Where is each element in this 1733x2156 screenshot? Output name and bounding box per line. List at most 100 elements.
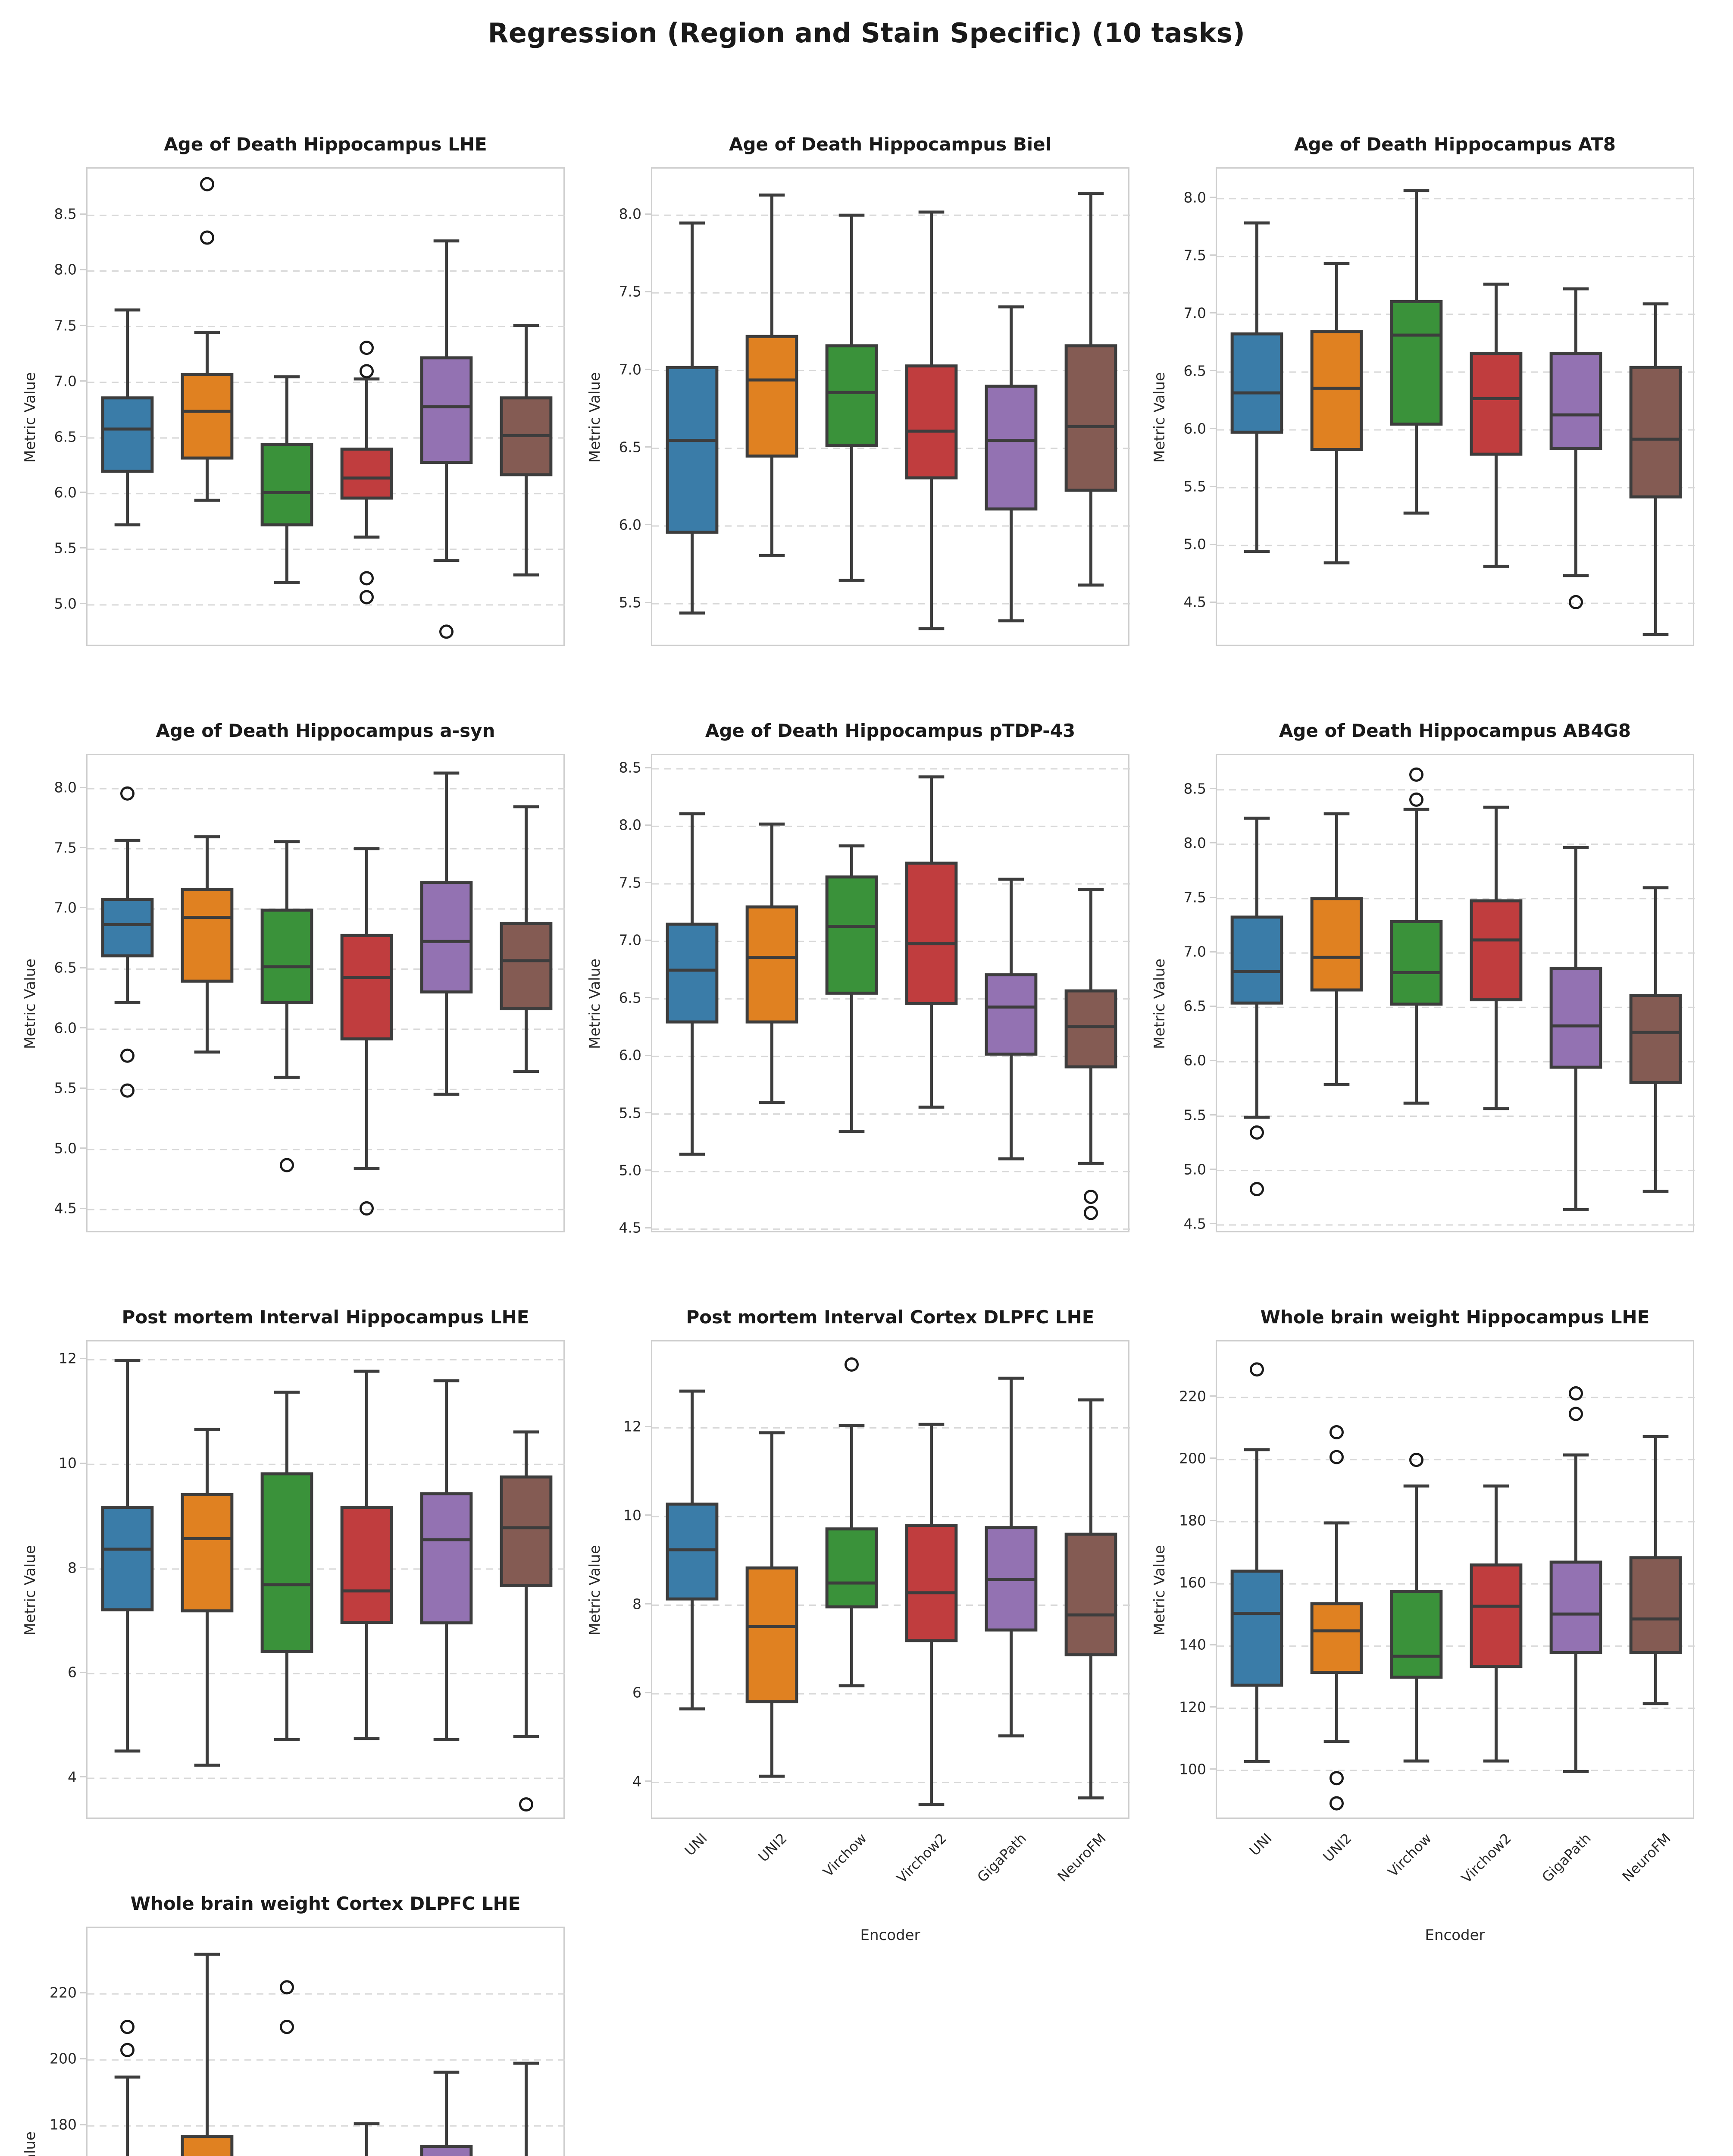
box-rect <box>1310 1602 1363 1674</box>
y-tick-mark <box>1210 842 1216 844</box>
box-rect <box>825 344 878 447</box>
box-virchow2 <box>905 1423 958 1806</box>
outlier-point <box>120 1048 135 1063</box>
box-neurofm <box>513 2062 539 2156</box>
y-tick-mark <box>1210 896 1216 898</box>
y-tick-label: 5.5 <box>619 1104 641 1121</box>
box-rect <box>1064 1532 1117 1657</box>
box-rect <box>1629 994 1682 1084</box>
y-tick-label: 8.0 <box>54 779 77 796</box>
box-rect <box>1230 332 1283 434</box>
box-virchow2 <box>1470 282 1523 568</box>
box-neurofm <box>1629 302 1682 636</box>
outlier-point <box>1250 1182 1264 1197</box>
box-rect <box>340 934 393 1040</box>
y-tick-mark <box>645 997 651 999</box>
subplot-panel: Whole brain weight Cortex DLPFC LHE10012… <box>22 1893 566 2156</box>
y-axis-label: Metric Value <box>586 1545 604 1636</box>
subplot-panel: Post mortem Interval Cortex DLPFC LHE 4 6 8… <box>586 1307 1131 1961</box>
box-rect <box>101 1506 154 1611</box>
y-tick-mark <box>80 2058 86 2059</box>
y-tick-mark <box>80 1147 86 1149</box>
y-tick-label: 140 <box>1179 1636 1206 1653</box>
y-tick-mark <box>1210 254 1216 256</box>
outlier-point <box>1409 767 1423 782</box>
y-tick-label: 200 <box>1179 1450 1206 1467</box>
box-virchow <box>1390 1453 1443 1763</box>
y-tick-mark <box>80 603 86 605</box>
y-tick-mark <box>645 291 651 292</box>
subplot-title: Age of Death Hippocampus Biel <box>729 134 1052 155</box>
box-rect <box>1549 1561 1602 1654</box>
box-rect <box>1064 344 1117 492</box>
y-tick-mark <box>1210 1395 1216 1397</box>
outlier-point <box>1569 1386 1583 1401</box>
y-tick-label: 220 <box>1179 1388 1206 1405</box>
box-uni <box>101 308 154 526</box>
box-gigapath <box>985 1376 1038 1738</box>
outlier-point <box>360 571 374 586</box>
y-axis-label: Metric Value <box>1151 372 1168 463</box>
y-tick-label: 6.0 <box>619 1047 641 1064</box>
y-tick-label: 200 <box>50 2050 77 2067</box>
box-uni <box>1230 221 1283 553</box>
y-tick-mark <box>1210 486 1216 487</box>
box-gigapath <box>1549 1386 1602 1774</box>
box-virchow2 <box>340 341 393 605</box>
y-tick-label: 6.5 <box>1183 362 1206 379</box>
box-rect <box>825 875 878 995</box>
y-tick-label: 5.5 <box>54 1079 77 1097</box>
subplot-title: Whole brain weight Hippocampus LHE <box>1260 1307 1650 1328</box>
figure-title: Regression (Region and Stain Specific) (… <box>488 17 1245 49</box>
y-axis-label: Metric Value <box>22 1545 39 1636</box>
y-tick-label: 7.5 <box>54 317 77 334</box>
y-tick-label: 7.5 <box>619 874 641 891</box>
outlier-point <box>200 177 214 191</box>
box-virchow2 <box>905 210 958 630</box>
plot-area <box>651 754 1131 1232</box>
y-tick-mark <box>80 436 86 438</box>
box-gigapath <box>420 771 473 1096</box>
box-rect <box>181 1493 234 1613</box>
box-rect <box>1390 920 1443 1006</box>
outlier-point <box>120 2020 135 2034</box>
y-tick-label: 7.0 <box>619 361 641 378</box>
y-tick-mark <box>645 1780 651 1782</box>
y-tick-mark <box>80 325 86 326</box>
y-tick-mark <box>645 1112 651 1113</box>
box-rect <box>1629 1556 1682 1654</box>
outlier-point <box>360 364 374 379</box>
box-rect <box>985 973 1038 1056</box>
y-axis-label: Metric Value <box>586 959 604 1049</box>
y-tick-mark <box>1210 1706 1216 1708</box>
box-gigapath <box>1549 287 1602 609</box>
y-tick-mark <box>1210 1059 1216 1061</box>
y-tick-label: 6.0 <box>619 516 641 533</box>
plot-area <box>1216 1340 1695 1819</box>
y-tick-mark <box>80 492 86 493</box>
y-tick-mark <box>645 524 651 526</box>
box-gigapath <box>420 2071 473 2156</box>
box-virchow2 <box>905 775 958 1109</box>
y-tick-label: 12 <box>623 1418 641 1435</box>
y-tick-label: 100 <box>1179 1761 1206 1778</box>
outlier-point <box>360 590 374 605</box>
y-tick-label: 10 <box>59 1454 77 1472</box>
box-virchow2 <box>340 847 393 1216</box>
box-rect <box>666 922 719 1024</box>
y-tick-label: 7.5 <box>54 839 77 856</box>
outlier-point <box>1250 1362 1264 1377</box>
y-tick-label: 12 <box>59 1350 77 1367</box>
box-uni <box>114 2020 141 2156</box>
box-virchow <box>825 1357 878 1688</box>
subplot-panel: Post mortem Interval Hippocampus LHE 4 6 8 1… <box>22 1307 566 1961</box>
y-tick-label: 7.0 <box>1183 943 1206 960</box>
y-tick-mark <box>80 1567 86 1569</box>
box-neurofm <box>1629 1435 1682 1705</box>
y-tick-label: 5.0 <box>1183 536 1206 553</box>
y-tick-mark <box>80 847 86 849</box>
box-rect <box>666 1502 719 1601</box>
outlier-point <box>1329 1425 1344 1439</box>
box-uni2 <box>181 1952 234 2156</box>
y-tick-mark <box>645 882 651 884</box>
